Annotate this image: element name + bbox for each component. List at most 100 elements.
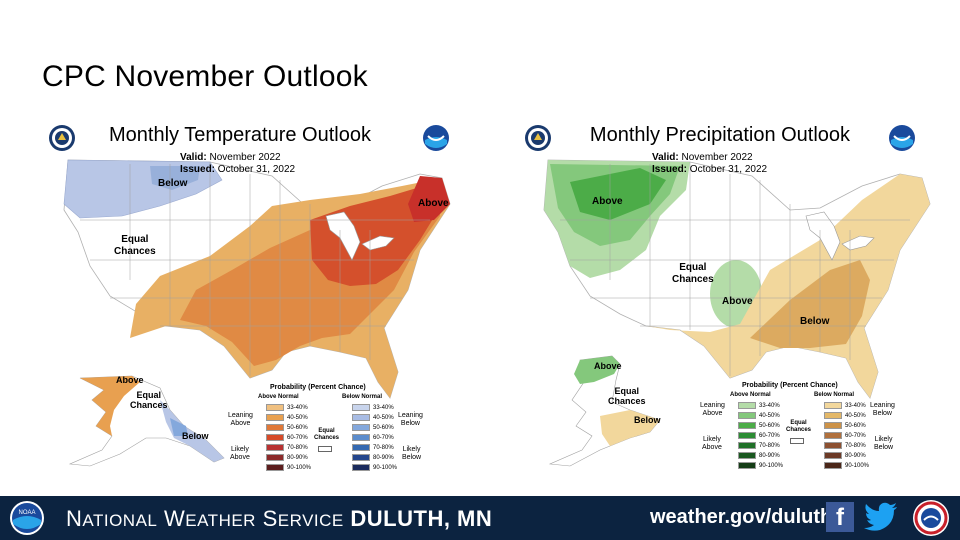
legend-title: Probability (Percent Chance) — [742, 382, 838, 389]
legend-swatch — [352, 454, 370, 461]
legend-swatch — [266, 434, 284, 441]
temperature-valid-issued: Valid: November 2022 Issued: October 31,… — [180, 152, 295, 176]
legend-swatch — [266, 404, 284, 411]
legend-range-label: 80-90% — [373, 454, 394, 461]
precip-state-lines — [560, 162, 910, 376]
legend-row-above: 60-70% — [738, 432, 780, 439]
legend-range-label: 90-100% — [845, 462, 870, 469]
legend-range-label: 70-80% — [373, 444, 394, 451]
legend-row-below: 40-50% — [352, 414, 394, 421]
legend-range-label: 60-70% — [759, 432, 780, 439]
legend-equal-chances-swatch — [790, 438, 804, 444]
alaska-above-region-precip — [574, 356, 620, 384]
precipitation-valid-issued: Valid: November 2022 Issued: October 31,… — [652, 152, 767, 176]
slide-title: CPC November Outlook — [42, 60, 368, 93]
legend-likely-above: Likely Above — [230, 446, 250, 461]
legend-swatch — [824, 422, 842, 429]
valid-value: November 2022 — [681, 152, 753, 163]
legend-row-below: 80-90% — [824, 452, 866, 459]
temp-state-lines — [80, 162, 430, 376]
legend-swatch — [266, 444, 284, 451]
legend-range-label: 50-60% — [759, 422, 780, 429]
legend-swatch — [352, 464, 370, 471]
legend-swatch — [824, 452, 842, 459]
temperature-map-graphic — [63, 159, 451, 467]
legend-range-label: 40-50% — [287, 414, 308, 421]
legend-row-above: 33-40% — [266, 404, 308, 411]
legend-swatch — [352, 434, 370, 441]
legend-range-label: 40-50% — [373, 414, 394, 421]
doc-seal-icon — [525, 125, 551, 151]
valid-label: Valid: — [180, 152, 207, 163]
legend-row-below: 70-80% — [352, 444, 394, 451]
legend-swatch — [738, 462, 756, 469]
legend-range-label: 70-80% — [845, 442, 866, 449]
nws-office-name: NATIONAL WEATHER SERVICE DULUTH, MN — [66, 506, 493, 531]
legend-swatch — [738, 452, 756, 459]
legend-above-header: Above Normal — [730, 392, 771, 398]
temperature-legend: Probability (Percent Chance) Above Norma… — [228, 384, 428, 480]
legend-row-below: 90-100% — [352, 464, 397, 471]
legend-range-label: 60-70% — [845, 432, 866, 439]
legend-row-above: 80-90% — [266, 454, 308, 461]
legend-swatch — [824, 402, 842, 409]
noaa-logo-icon — [889, 125, 915, 151]
precip-label-above-nw: Above — [592, 196, 623, 207]
alaska-above-region — [80, 376, 140, 436]
noaa-logo-icon[interactable]: NOAA — [8, 500, 46, 536]
legend-range-label: 80-90% — [287, 454, 308, 461]
temperature-outlook-map: Monthly Temperature Outlook Valid: Novem… — [10, 120, 470, 480]
legend-below-header: Below Normal — [342, 394, 383, 400]
legend-row-below: 70-80% — [824, 442, 866, 449]
legend-swatch — [738, 402, 756, 409]
alaska-below-core — [170, 418, 188, 436]
precipitation-map-graphic — [543, 159, 931, 467]
legend-row-below: 60-70% — [352, 434, 394, 441]
legend-range-label: 80-90% — [845, 452, 866, 459]
legend-range-label: 50-60% — [287, 424, 308, 431]
temp-label-alaska-below: Below — [182, 431, 209, 441]
legend-range-label: 40-50% — [845, 412, 866, 419]
legend-row-above: 80-90% — [738, 452, 780, 459]
great-lakes-precip — [805, 211, 875, 261]
legend-row-below: 50-60% — [824, 422, 866, 429]
precip-label-equal-chances: Equal Chances — [672, 262, 714, 285]
valid-label: Valid: — [652, 152, 679, 163]
legend-swatch — [266, 414, 284, 421]
precip-label-alaska-above: Above — [594, 361, 622, 371]
issued-label: Issued: — [180, 164, 216, 175]
legend-likely-below: Likely Below — [874, 436, 894, 451]
noaa-logo-text: NOAA — [18, 510, 35, 516]
legend-range-label: 60-70% — [287, 434, 308, 441]
legend-range-label: 50-60% — [845, 422, 866, 429]
legend-swatch — [352, 404, 370, 411]
issued-label: Issued: — [652, 164, 688, 175]
legend-range-label: 50-60% — [373, 424, 394, 431]
legend-swatch — [352, 444, 370, 451]
facebook-icon[interactable]: f — [826, 502, 854, 532]
temp-label-alaska-above: Above — [116, 375, 144, 385]
legend-row-below: 40-50% — [824, 412, 866, 419]
legend-swatch — [738, 432, 756, 439]
legend-row-above: 90-100% — [738, 462, 783, 469]
legend-leaning-above: Leaning Above — [228, 412, 253, 427]
temp-label-equal-chances: Equal Chances — [114, 234, 156, 257]
website-link[interactable]: weather.gov/duluth — [650, 506, 833, 528]
noaa-logo-icon — [423, 125, 449, 151]
legend-row-below: 90-100% — [824, 462, 869, 469]
legend-row-below: 33-40% — [352, 404, 394, 411]
issued-value: October 31, 2022 — [217, 164, 296, 175]
precip-above-50-region — [570, 168, 666, 220]
legend-likely-below: Likely Below — [402, 446, 422, 461]
legend-row-above: 33-40% — [738, 402, 780, 409]
legend-swatch — [738, 422, 756, 429]
weather-ready-nation-icon[interactable] — [912, 499, 950, 537]
valid-value: November 2022 — [209, 152, 281, 163]
legend-row-above: 70-80% — [738, 442, 780, 449]
alaska-below-region-precip — [600, 410, 660, 446]
legend-swatch — [824, 462, 842, 469]
twitter-icon[interactable] — [864, 502, 898, 532]
precip-below-lean-region — [646, 174, 930, 398]
precip-label-above-central: Above — [722, 296, 753, 307]
legend-row-above: 70-80% — [266, 444, 308, 451]
